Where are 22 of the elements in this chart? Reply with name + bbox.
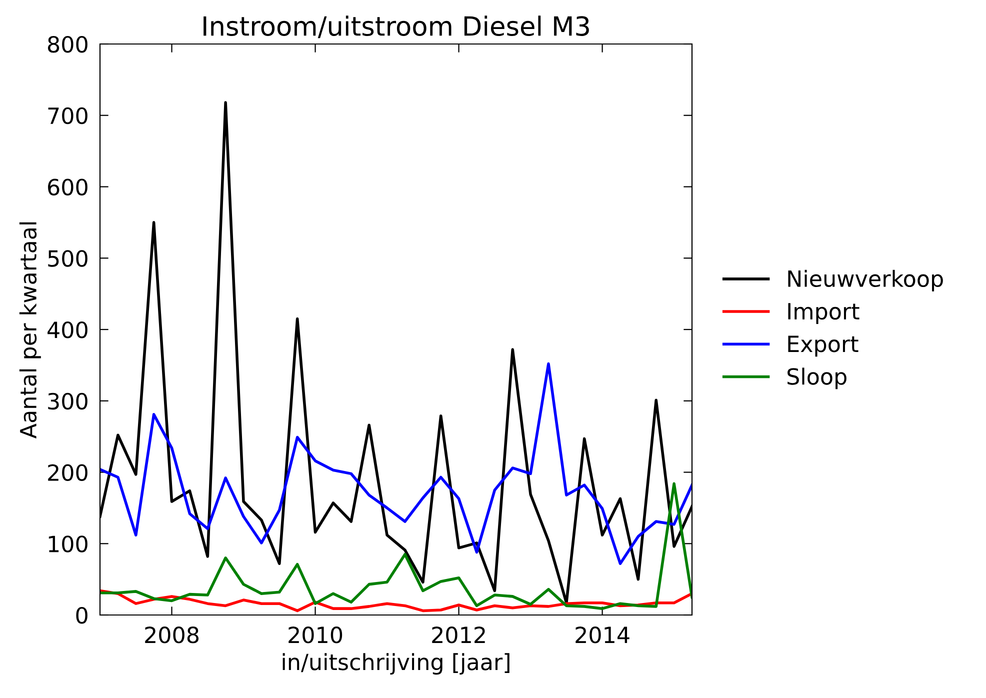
y-tick-label: 600 — [48, 178, 88, 196]
line-series — [100, 482, 692, 610]
line-series — [100, 362, 692, 565]
chart-title: Instroom/uitstroom Diesel M3 — [204, 16, 589, 38]
x-tick-label: 2012 — [432, 626, 485, 644]
y-tick-label: 100 — [48, 536, 88, 552]
y-axis-title: Aantal per kwartaal — [19, 222, 41, 439]
y-tick-label: 800 — [48, 36, 88, 53]
y-tick-label: 200 — [48, 464, 88, 482]
x-tick-label: 2008 — [145, 626, 199, 644]
x-axis-title: in/uitschrijving [jaar] — [282, 653, 510, 675]
y-tick-label: 500 — [48, 250, 88, 267]
legend-label: Nieuwverkoop — [788, 270, 943, 292]
legend-label: Export — [788, 336, 858, 357]
legend-label: Import — [788, 303, 860, 324]
y-tick-label: 0 — [76, 606, 88, 624]
y-tick-label: 700 — [48, 107, 88, 124]
x-tick-label: 2010 — [288, 626, 342, 644]
legend-label: Sloop — [788, 368, 846, 390]
y-tick-label: 300 — [48, 392, 88, 410]
x-tick-label: 2014 — [576, 626, 630, 644]
y-tick-label: 400 — [48, 321, 88, 338]
